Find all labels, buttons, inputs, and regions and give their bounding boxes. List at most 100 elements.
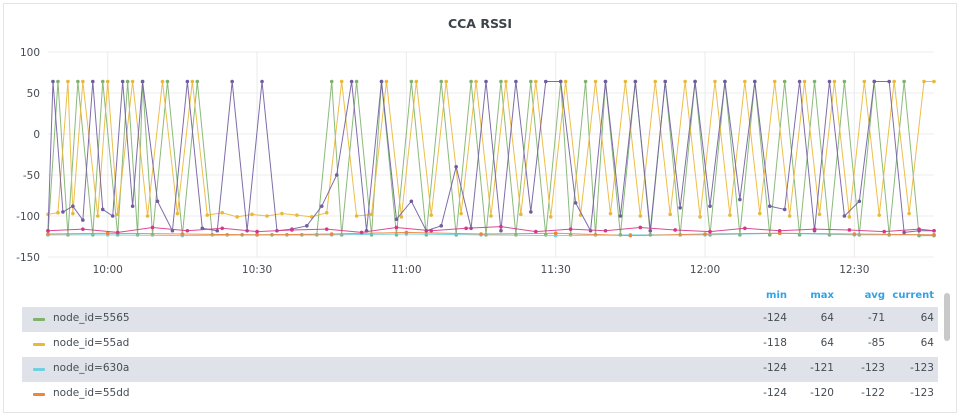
series-point — [802, 79, 807, 84]
series-point — [922, 79, 926, 84]
series-point — [46, 212, 50, 217]
series-point — [847, 228, 852, 232]
series-point — [354, 79, 359, 84]
chart-panel: CCA RSSI 100 50 0 -50 -100 -150 10:00 10:30 11:0… — [3, 3, 957, 413]
series-point — [429, 213, 434, 217]
legend-row[interactable]: node_id=55ad -118 64 -85 64 — [22, 332, 938, 357]
series-point — [215, 228, 220, 233]
series-point — [902, 230, 906, 235]
series-point — [663, 79, 668, 84]
series-point — [409, 199, 414, 204]
series-name[interactable]: node_id=630a — [53, 362, 130, 374]
series-point — [603, 79, 608, 84]
series-point — [160, 79, 165, 84]
series-point — [847, 215, 852, 219]
series-point — [51, 79, 55, 84]
series-point — [424, 233, 429, 237]
legend-col-min[interactable]: min — [766, 290, 787, 301]
series-name[interactable]: node_id=55dd — [53, 387, 130, 399]
series-point — [623, 79, 628, 84]
series-point — [932, 79, 936, 84]
series-point — [369, 212, 374, 217]
series-point — [633, 79, 638, 84]
series-point — [190, 79, 195, 84]
series-point — [444, 79, 449, 84]
series-color-swatch[interactable] — [33, 343, 45, 346]
series-point — [499, 228, 503, 233]
line-chart: 100 50 0 -50 -100 -150 10:00 10:30 11:00 11:30 12:… — [16, 47, 936, 276]
series-point — [782, 79, 787, 84]
legend-scrollbar[interactable] — [944, 293, 950, 341]
series-point — [484, 79, 488, 84]
series-point — [46, 228, 50, 233]
series-point — [404, 230, 409, 235]
series-point — [349, 79, 354, 84]
series-color-swatch[interactable] — [33, 393, 45, 396]
legend-row[interactable]: node_id=5565 -124 64 -71 64 — [22, 307, 938, 332]
series-point — [583, 79, 588, 84]
series-point — [409, 79, 414, 84]
series-point — [842, 79, 847, 84]
series-point — [653, 79, 658, 84]
series-color-swatch[interactable] — [33, 318, 45, 321]
series-point — [185, 228, 190, 233]
y-tick-label: -150 — [16, 252, 40, 264]
series-point — [678, 206, 682, 210]
series-point — [514, 79, 518, 84]
series-point — [568, 227, 573, 231]
series-point — [872, 79, 877, 84]
series-current: 64 — [920, 312, 934, 324]
chart-title[interactable]: CCA RSSI — [447, 16, 513, 31]
series-point — [334, 173, 339, 177]
legend-col-max[interactable]: max — [810, 290, 834, 301]
series-point — [230, 79, 234, 84]
series-point — [907, 211, 911, 216]
series-point — [100, 207, 105, 212]
series-point — [90, 79, 95, 84]
series-point — [553, 231, 558, 236]
series-point — [782, 207, 787, 212]
series-point — [105, 79, 110, 84]
series-point — [797, 79, 802, 84]
series-point — [474, 79, 478, 84]
series-point — [862, 79, 867, 84]
series-min: -124 — [763, 362, 787, 374]
series-point — [384, 79, 389, 84]
series-name[interactable]: node_id=5565 — [53, 312, 130, 324]
series-point — [767, 204, 772, 208]
series-point — [842, 214, 847, 218]
series-point — [772, 79, 777, 84]
series-point — [205, 213, 210, 217]
series-point — [165, 79, 170, 84]
series-name[interactable]: node_id=55ad — [53, 337, 130, 349]
series-point — [255, 233, 259, 237]
series-point — [155, 199, 160, 204]
series-point — [220, 210, 225, 215]
series-point — [787, 214, 792, 218]
series-point — [499, 224, 503, 229]
series-point — [533, 229, 538, 234]
series-point — [817, 212, 822, 217]
legend-col-current[interactable]: current — [892, 290, 934, 301]
series-point — [195, 79, 200, 84]
series-point — [892, 79, 896, 84]
series-point — [95, 214, 100, 218]
series-point — [379, 79, 384, 84]
series-min: -124 — [763, 387, 787, 399]
series-current: -123 — [910, 387, 934, 399]
series-point — [359, 230, 364, 235]
series-point — [125, 79, 130, 84]
series-point — [533, 79, 538, 84]
legend-row[interactable]: node_id=630a -124 -121 -123 -123 — [22, 357, 938, 382]
legend-col-avg[interactable]: avg — [864, 290, 885, 301]
legend-row[interactable]: node_id=55dd -124 -120 -122 -123 — [22, 382, 938, 407]
series-point — [76, 79, 80, 84]
series-point — [932, 233, 936, 237]
series-color-swatch[interactable] — [33, 368, 45, 371]
series-point — [812, 79, 817, 84]
series-point — [329, 79, 334, 84]
series-point — [777, 231, 782, 236]
series-point — [459, 211, 463, 216]
series-point — [56, 79, 60, 84]
series-point — [857, 199, 862, 204]
